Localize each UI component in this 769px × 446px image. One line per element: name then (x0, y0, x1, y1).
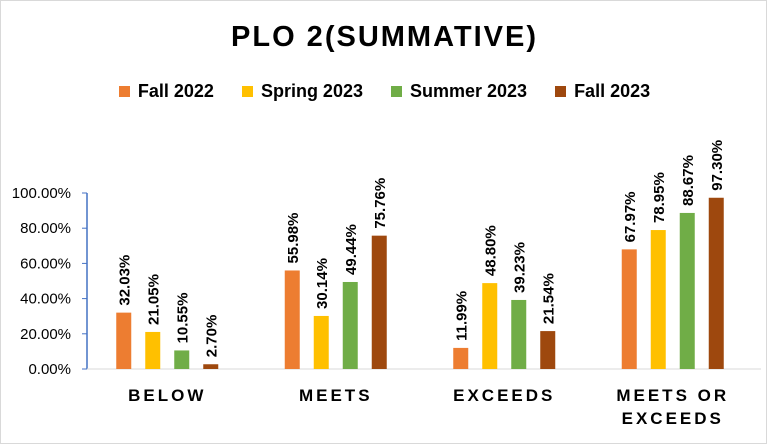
legend-item: Fall 2023 (555, 81, 650, 102)
bar (650, 230, 666, 369)
data-label: 67.97% (622, 191, 639, 242)
legend-label: Summer 2023 (409, 81, 528, 101)
bar (284, 270, 300, 369)
bar (621, 249, 637, 369)
category-label: EXCEEDS (453, 386, 555, 405)
y-tick-label: 40.00% (20, 291, 71, 308)
y-tick-label: 60.00% (20, 255, 71, 272)
data-label: 21.05% (146, 274, 163, 325)
data-label: 55.98% (285, 213, 302, 264)
bar (708, 197, 724, 369)
y-tick-label: 80.00% (20, 220, 71, 237)
data-label: 48.80% (483, 225, 500, 276)
y-tick-label: 0.00% (28, 361, 71, 378)
bar (511, 299, 527, 369)
bar (342, 281, 358, 369)
legend-item: Fall 2022 (118, 81, 214, 102)
chart-title: PLO 2(SUMMATIVE) (231, 21, 538, 53)
bar (145, 331, 161, 369)
legend-label: Fall 2023 (574, 81, 651, 101)
legend-label: Fall 2022 (137, 81, 214, 101)
category-label: EXCEEDS (622, 409, 724, 428)
bar (679, 212, 695, 369)
bar (453, 347, 469, 369)
legend-swatch (555, 86, 567, 97)
legend-swatch (118, 86, 130, 97)
y-tick-label: 20.00% (20, 326, 71, 343)
data-label: 88.67% (680, 155, 697, 206)
data-label: 39.23% (512, 242, 529, 293)
category-label: BELOW (128, 386, 206, 405)
category-label: MEETS OR (616, 386, 729, 405)
legend: Fall 2022 Spring 2023 Summer 2023 Fall 2023 (1, 81, 768, 102)
legend-item: Summer 2023 (390, 81, 528, 102)
bar (174, 350, 190, 369)
data-label: 2.70% (204, 315, 221, 358)
legend-swatch (241, 86, 253, 97)
data-label: 32.03% (117, 255, 134, 306)
legend-item: Spring 2023 (241, 81, 363, 102)
data-label: 75.76% (372, 178, 389, 229)
data-label: 97.30% (709, 140, 726, 191)
data-label: 21.54% (541, 273, 558, 324)
bar (371, 235, 387, 369)
bar (116, 312, 132, 369)
legend-label: Spring 2023 (260, 81, 363, 101)
data-label: 11.99% (454, 291, 471, 341)
bar (482, 283, 498, 369)
data-label: 30.14% (314, 258, 331, 309)
bar (203, 364, 219, 369)
data-label: 10.55% (175, 293, 192, 344)
legend-swatch (390, 86, 402, 97)
y-tick-label: 100.00% (12, 185, 71, 202)
bar (540, 331, 556, 369)
bar (313, 315, 329, 369)
category-label: MEETS (299, 386, 373, 405)
data-label: 78.95% (651, 172, 668, 223)
data-label: 49.44% (343, 224, 360, 275)
